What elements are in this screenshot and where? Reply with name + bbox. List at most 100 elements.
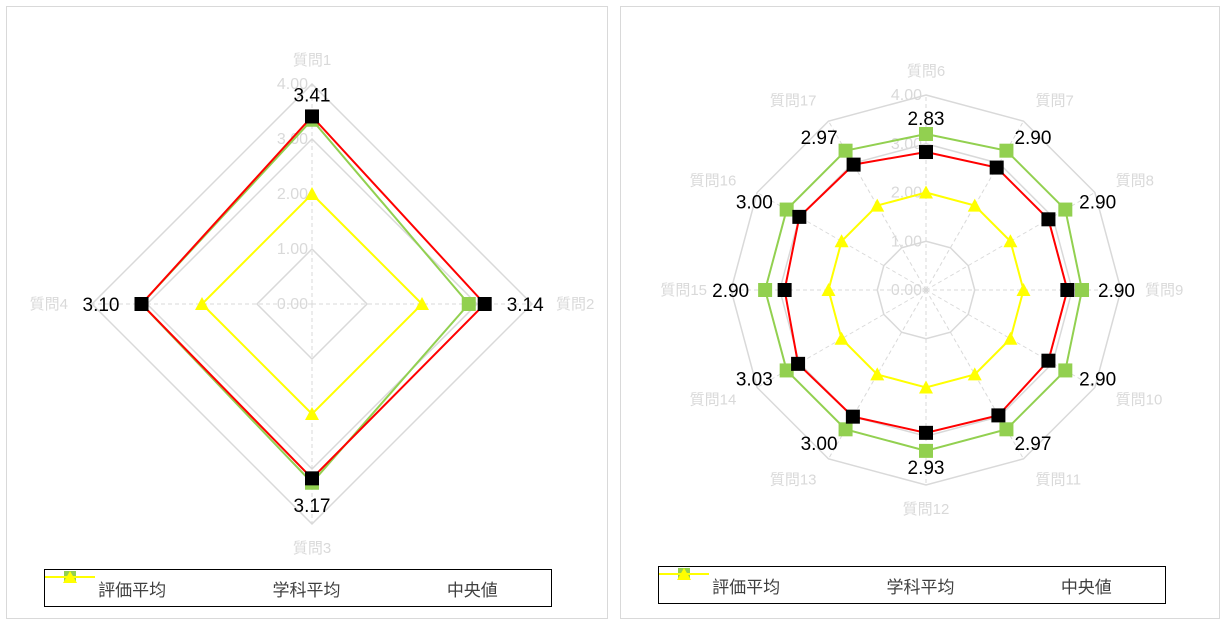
data-label: 2.90 <box>1098 281 1135 302</box>
data-point <box>134 297 149 311</box>
data-label: 2.97 <box>1014 434 1051 455</box>
legend-item-median: 中央値 <box>659 568 1112 598</box>
data-point <box>870 367 885 381</box>
data-point <box>791 356 806 371</box>
data-point <box>1003 234 1018 248</box>
data-point <box>919 425 933 440</box>
tick-label: 2.00 <box>891 185 922 202</box>
grid-ring <box>730 94 1122 486</box>
legend-item-median: 中央値 <box>45 571 498 601</box>
data-point <box>919 380 933 394</box>
legend-dept-label: 学科平均 <box>886 577 955 597</box>
legend-item-dept: 学科平均 <box>45 571 341 601</box>
data-point <box>846 157 861 172</box>
data-point <box>838 143 853 158</box>
data-label: 3.10 <box>83 295 120 316</box>
legend-dept-label: 学科平均 <box>272 580 341 600</box>
radar-plot-left: 0.001.002.003.004.00質問1質問2質問3質問43.413.14… <box>30 51 595 557</box>
data-point <box>305 407 319 420</box>
data-point <box>989 160 1004 175</box>
tick-label: 4.00 <box>277 76 308 93</box>
tick-label: 1.00 <box>277 241 308 258</box>
data-point <box>991 408 1006 423</box>
data-point <box>305 109 319 124</box>
data-label: 2.90 <box>1079 369 1116 390</box>
legend-left: 評価平均 学科平均 中央値 <box>44 569 552 607</box>
data-point <box>477 297 492 311</box>
data-point <box>919 443 933 458</box>
legend-avg-label: 評価平均 <box>712 577 781 597</box>
tick-label: 0.00 <box>277 296 308 313</box>
tick-label: 4.00 <box>891 87 922 104</box>
category-label: 質問2 <box>556 295 594 313</box>
legend-median-marker <box>45 571 95 583</box>
data-label: 3.00 <box>801 434 838 455</box>
category-label: 質問6 <box>907 62 945 80</box>
grid-ring <box>255 247 369 361</box>
data-label: 3.03 <box>736 369 773 390</box>
category-label: 質問7 <box>1036 91 1074 109</box>
data-point <box>777 283 792 297</box>
category-label: 質問13 <box>770 471 817 489</box>
series-line <box>764 132 1084 452</box>
data-point <box>1060 283 1075 297</box>
legend-median-label: 中央値 <box>1060 577 1112 597</box>
data-point <box>305 187 319 200</box>
data-point <box>779 363 794 378</box>
data-point <box>1041 212 1056 227</box>
category-label: 質問4 <box>30 295 68 313</box>
category-label: 質問1 <box>293 51 331 69</box>
category-label: 質問12 <box>903 500 950 518</box>
data-label: 2.97 <box>801 128 838 149</box>
data-point <box>870 198 885 212</box>
data-point <box>967 367 982 381</box>
grid-ring <box>876 240 976 340</box>
data-point <box>779 202 794 217</box>
legend-median-label: 中央値 <box>446 580 498 600</box>
radar-chart-left: 0.00 1.00 2.00 3.00 4.00 質問1 質問2 質問3 質問4 3.41 3.14… <box>6 6 608 619</box>
category-label: 質問11 <box>1036 471 1082 489</box>
legend-right: 評価平均 学科平均 中央値 <box>658 566 1166 604</box>
data-point <box>1003 331 1018 345</box>
category-label: 質問9 <box>1145 281 1183 299</box>
data-label: 2.83 <box>908 109 945 130</box>
data-point <box>845 409 860 424</box>
data-label: 2.93 <box>908 458 945 479</box>
tick-label: 1.00 <box>891 233 922 250</box>
data-label: 3.00 <box>736 193 773 214</box>
radar-plot-right: 0.00 1.00 2.00 3.00 4.00 質問6 質問7 質問8 質問9 質問10 質問11… <box>660 62 1183 518</box>
series-line <box>140 114 487 480</box>
data-point <box>1016 283 1031 296</box>
data-point <box>1058 202 1073 217</box>
data-point <box>461 297 476 311</box>
category-label: 質問3 <box>293 539 331 557</box>
data-point <box>758 283 773 297</box>
category-label: 質問17 <box>770 91 817 109</box>
tick-label: 0.00 <box>891 282 922 299</box>
category-label: 質問15 <box>660 281 707 299</box>
data-point <box>1075 283 1089 297</box>
legend-item-dept: 学科平均 <box>659 568 955 598</box>
data-point <box>792 209 807 224</box>
data-label: 2.90 <box>1014 128 1051 149</box>
data-label: 3.14 <box>507 295 544 316</box>
data-point <box>967 198 982 212</box>
category-label: 質問10 <box>1116 391 1163 409</box>
data-point <box>195 297 209 310</box>
data-label: 2.90 <box>712 281 749 302</box>
data-point <box>415 297 429 310</box>
legend-median-marker <box>659 568 709 580</box>
data-point <box>838 422 853 437</box>
data-point <box>834 234 849 248</box>
data-point <box>919 145 933 160</box>
data-point <box>999 143 1014 158</box>
data-point <box>919 185 933 199</box>
radar-chart-right: 0.00 1.00 2.00 3.00 4.00 質問6 質問7 質問8 質問9 質問10 質問11… <box>620 6 1220 619</box>
category-label: 質問14 <box>690 391 737 409</box>
legend-avg-label: 評価平均 <box>98 580 167 600</box>
data-point <box>821 283 836 296</box>
category-label: 質問8 <box>1116 172 1154 190</box>
data-point <box>1041 353 1056 368</box>
data-point <box>305 471 319 486</box>
data-point <box>919 127 933 141</box>
